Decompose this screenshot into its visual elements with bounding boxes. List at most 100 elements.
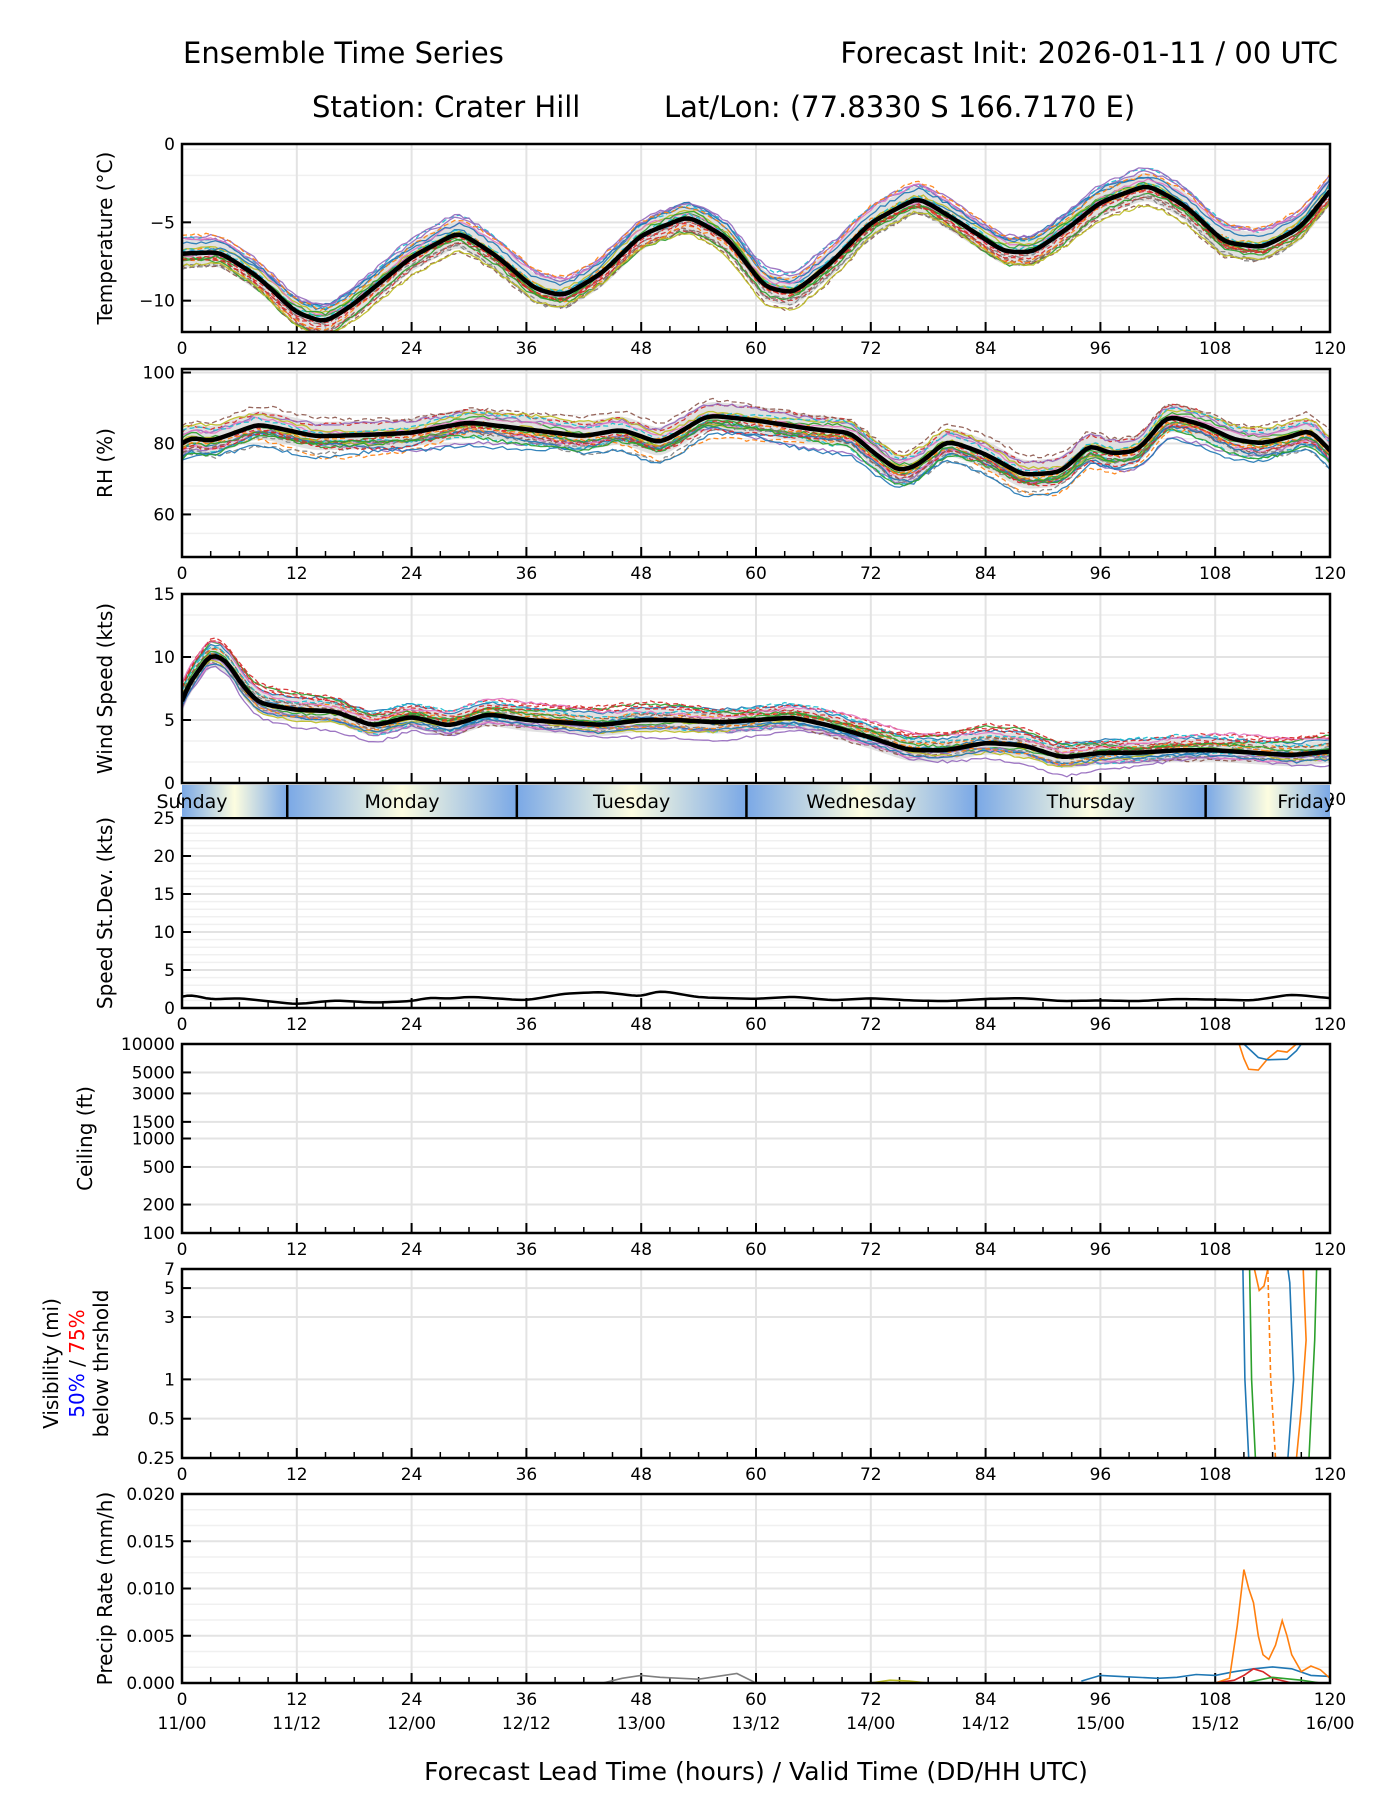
member-line [182, 646, 1330, 748]
y-tick-label: 1500 [132, 1113, 175, 1133]
plot-frame [180, 1267, 1332, 1460]
x-tick-label: 96 [1090, 1015, 1112, 1035]
x-tick-label: 84 [975, 564, 997, 584]
slash: / [65, 1354, 89, 1373]
x-tick-label: 36 [516, 1465, 538, 1485]
x-tick-label: 0 [177, 339, 188, 359]
member-line [1215, 1667, 1292, 1683]
y-axis-threshold-label: 50% / 75% [65, 1309, 89, 1417]
y-tick-label: 7 [164, 1260, 175, 1280]
x-tick-label: 48 [630, 339, 652, 359]
day-gradient [976, 785, 1206, 817]
valid-time-label: 15/12 [1191, 1714, 1240, 1734]
x-tick-label: 24 [401, 339, 423, 359]
x-tick-label: 120 [1314, 564, 1346, 584]
x-tick-label: 72 [860, 1690, 882, 1710]
y-tick-label: 0.5 [148, 1410, 175, 1430]
day-segment: Friday [1204, 785, 1335, 817]
day-segment: Thursday [974, 785, 1206, 817]
x-tick-label: 48 [630, 1015, 652, 1035]
y-tick-label: 0 [164, 774, 175, 794]
y-axis-label: Ceiling (ft) [73, 1086, 97, 1191]
panel-wind-speed: 05101501224364860728496108120Wind Speed … [93, 585, 1346, 810]
x-tick-label: 12 [286, 1240, 308, 1260]
x-tick-label: 0 [177, 1465, 188, 1485]
x-tick-label: 108 [1199, 1240, 1231, 1260]
valid-time-label: 13/00 [617, 1714, 666, 1734]
y-axis-label: Precip Rate (mm/h) [93, 1492, 117, 1686]
member-line [182, 665, 1330, 778]
x-tick-label: 12 [286, 1690, 308, 1710]
valid-time-label: 14/00 [846, 1714, 895, 1734]
y-tick-label: 10 [153, 648, 175, 668]
member-line [182, 640, 1330, 751]
x-tick-label: 108 [1199, 339, 1231, 359]
y-tick-label: 5 [164, 961, 175, 981]
pct-75: 75% [65, 1309, 89, 1353]
pct-50: 50% [65, 1373, 89, 1417]
member-line [182, 428, 1330, 497]
x-tick-label: 24 [401, 1465, 423, 1485]
day-label: Friday [1277, 791, 1335, 813]
station-latlon: Lat/Lon: (77.8330 S 166.7170 E) [664, 90, 1136, 124]
valid-time-label: 11/00 [158, 1714, 207, 1734]
plot-frame [180, 592, 1332, 785]
x-tick-label: 0 [177, 1690, 188, 1710]
x-tick-label: 108 [1199, 1015, 1231, 1035]
day-gradient [1205, 785, 1330, 817]
x-tick-label: 120 [1314, 339, 1346, 359]
y-axis-label: RH (%) [93, 428, 117, 498]
day-gradient [516, 785, 747, 817]
plot-area [1242, 1269, 1318, 1458]
x-tick-label: 84 [975, 1240, 997, 1260]
day-band: Sunday Monday Tuesday Wednesday Thursday Frid… [156, 785, 1335, 817]
x-tick-label: 24 [401, 1690, 423, 1710]
y-tick-label: 15 [153, 585, 175, 605]
mean-line [182, 414, 1330, 477]
member-line [1267, 1269, 1277, 1458]
y-tick-label: 200 [143, 1196, 175, 1216]
member-line [182, 419, 1330, 485]
x-tick-label: 120 [1314, 1465, 1346, 1485]
member-line [182, 177, 1330, 316]
member-line [182, 172, 1330, 312]
member-line [182, 192, 1330, 332]
member-line [182, 640, 1330, 749]
member-line [1308, 1269, 1318, 1458]
member-line [182, 197, 1330, 332]
y-tick-label: 5 [164, 711, 175, 731]
x-tick-label: 12 [286, 1465, 308, 1485]
x-tick-label: 48 [630, 564, 652, 584]
y-tick-label: 10000 [121, 1035, 175, 1055]
day-label: Tuesday [592, 791, 670, 813]
y-tick-label: 0 [164, 135, 175, 155]
x-tick-label: 24 [401, 564, 423, 584]
plot-area [182, 167, 1330, 332]
x-tick-label: 84 [975, 339, 997, 359]
member-line [182, 663, 1330, 765]
member-line [182, 643, 1330, 745]
x-tick-label: 0 [177, 1015, 188, 1035]
x-tick-label: 120 [1314, 1015, 1346, 1035]
x-tick-label: 12 [286, 564, 308, 584]
mean-line [182, 184, 1330, 323]
y-tick-label: 0.000 [126, 1674, 175, 1694]
plot-area [182, 990, 1330, 1005]
x-tick-label: 108 [1199, 564, 1231, 584]
valid-time-label: 15/00 [1076, 1714, 1125, 1734]
panel-rh: 100 80 60 0 12 24 36 48 60 72 84 96 108 120 RH (%) [93, 364, 1346, 584]
plot-frame [180, 1042, 1332, 1235]
member-line [182, 190, 1330, 328]
x-tick-label: 48 [630, 1690, 652, 1710]
member-line [1214, 1569, 1330, 1683]
day-label: Wednesday [806, 791, 916, 813]
mean-line [182, 990, 1330, 1005]
y-tick-label: 5 [164, 1279, 175, 1299]
day-segment: Wednesday [745, 785, 977, 817]
x-tick-label: 84 [975, 1690, 997, 1710]
x-tick-label: 60 [745, 1690, 767, 1710]
y-tick-label: 3 [164, 1308, 175, 1328]
member-line [182, 424, 1330, 487]
